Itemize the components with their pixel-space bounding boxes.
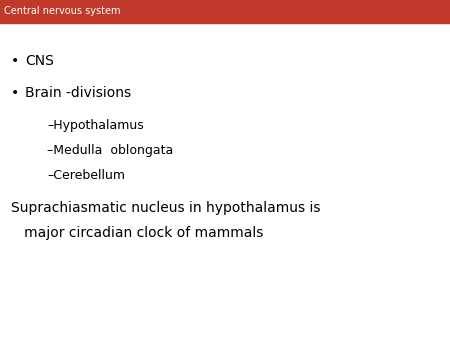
Text: –Medulla  oblongata: –Medulla oblongata xyxy=(47,144,174,157)
Text: major circadian clock of mammals: major circadian clock of mammals xyxy=(11,226,264,240)
Text: •: • xyxy=(11,54,19,68)
Text: •: • xyxy=(11,86,19,100)
Text: Suprachiasmatic nucleus in hypothalamus is: Suprachiasmatic nucleus in hypothalamus … xyxy=(11,201,321,215)
Text: Central nervous system: Central nervous system xyxy=(4,6,121,17)
Text: –Cerebellum: –Cerebellum xyxy=(47,169,125,182)
Text: CNS: CNS xyxy=(25,54,54,68)
Text: Brain -divisions: Brain -divisions xyxy=(25,86,131,100)
Text: –Hypothalamus: –Hypothalamus xyxy=(47,119,144,131)
